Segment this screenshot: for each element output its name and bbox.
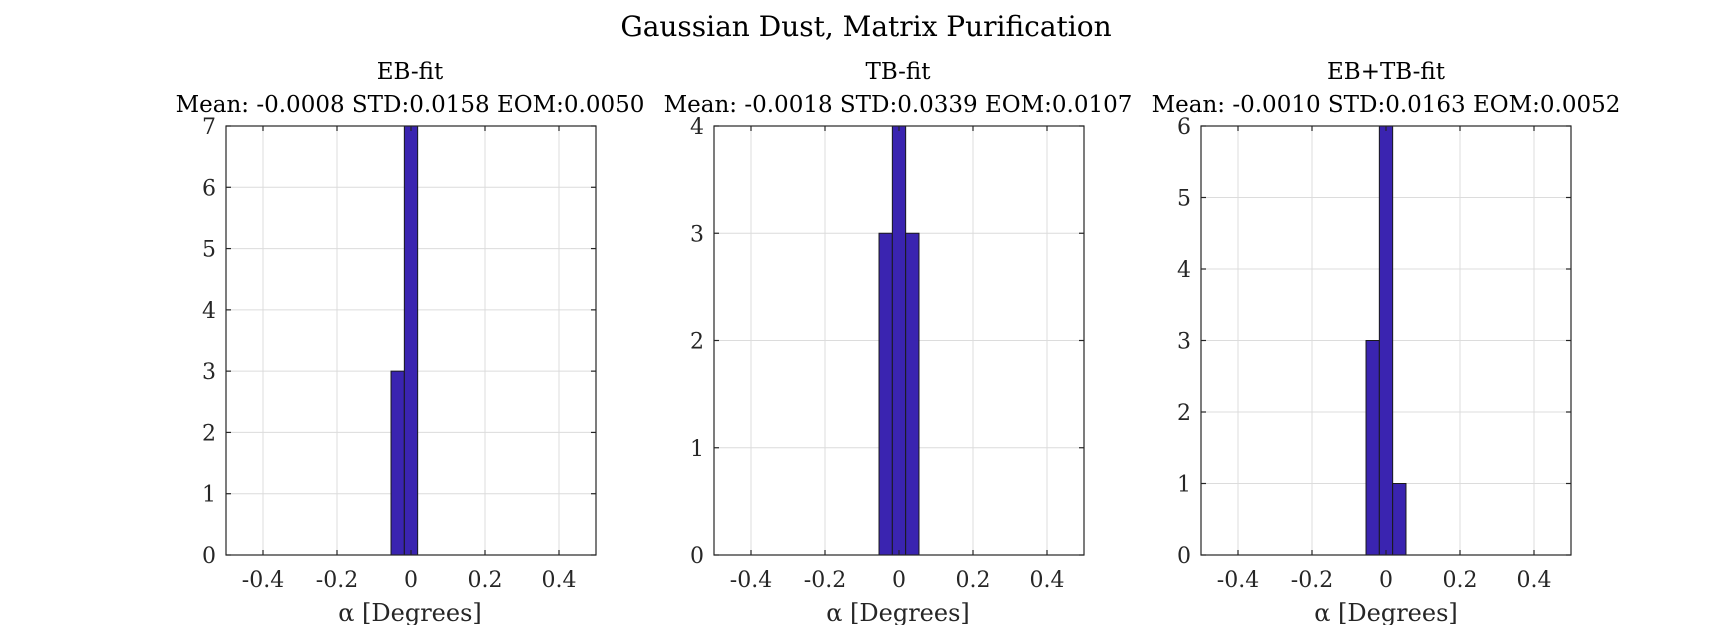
x-tick-label: 0.4 bbox=[1517, 568, 1552, 593]
x-tick-label: -0.2 bbox=[804, 568, 846, 593]
x-axis-label: α [Degrees] bbox=[1314, 599, 1458, 625]
panel-title: EB+TB-fit bbox=[1327, 59, 1446, 85]
panel-stats: Mean: -0.0010 STD:0.0163 EOM:0.0052 bbox=[1152, 92, 1621, 118]
y-tick-label: 6 bbox=[202, 176, 216, 201]
x-tick-label: -0.4 bbox=[1217, 568, 1259, 593]
panel-title: TB-fit bbox=[865, 59, 931, 85]
y-tick-label: 4 bbox=[202, 299, 216, 324]
x-tick-label: -0.4 bbox=[730, 568, 772, 593]
y-tick-label: 0 bbox=[1177, 544, 1191, 569]
histogram-bar bbox=[390, 370, 405, 556]
y-tick-label: 0 bbox=[202, 544, 216, 569]
histogram-bar bbox=[1392, 483, 1407, 556]
y-tick-label: 4 bbox=[1177, 258, 1191, 283]
y-tick-label: 1 bbox=[1177, 473, 1191, 498]
y-tick-label: 6 bbox=[1177, 115, 1191, 140]
histogram-bar bbox=[905, 232, 920, 556]
panel-stats: Mean: -0.0018 STD:0.0339 EOM:0.0107 bbox=[664, 92, 1133, 118]
y-tick-label: 0 bbox=[690, 544, 704, 569]
bars bbox=[878, 125, 920, 556]
y-tick-label: 3 bbox=[1177, 330, 1191, 355]
panel-stats: Mean: -0.0008 STD:0.0158 EOM:0.0050 bbox=[176, 92, 645, 118]
y-tick-label: 2 bbox=[202, 421, 216, 446]
figure-title: Gaussian Dust, Matrix Purification bbox=[620, 10, 1111, 43]
x-tick-label: -0.2 bbox=[316, 568, 358, 593]
histogram-bar bbox=[1365, 340, 1380, 556]
x-tick-label: 0 bbox=[892, 568, 906, 593]
y-tick-label: 3 bbox=[690, 222, 704, 247]
panel-tb-fit: TB-fit Mean: -0.0018 STD:0.0339 EOM:0.01… bbox=[664, 59, 1133, 625]
x-tick-label: 0.2 bbox=[956, 568, 991, 593]
bars bbox=[390, 125, 419, 556]
x-tick-label: -0.2 bbox=[1291, 568, 1333, 593]
histogram-bar bbox=[1378, 125, 1394, 556]
y-tick-label: 4 bbox=[690, 115, 704, 140]
histogram-bar bbox=[891, 125, 907, 556]
panel-title: EB-fit bbox=[377, 59, 444, 85]
y-tick-label: 5 bbox=[202, 238, 216, 263]
x-tick-label: 0.2 bbox=[468, 568, 503, 593]
panel-eb-tb-fit: EB+TB-fit Mean: -0.0010 STD:0.0163 EOM:0… bbox=[1152, 59, 1621, 625]
x-tick-label: 0.4 bbox=[1030, 568, 1065, 593]
panel-eb-fit: EB-fit Mean: -0.0008 STD:0.0158 EOM:0.00… bbox=[176, 59, 645, 625]
x-tick-label: 0 bbox=[404, 568, 418, 593]
y-tick-label: 3 bbox=[202, 360, 216, 385]
x-tick-label: 0.2 bbox=[1443, 568, 1478, 593]
bars bbox=[1365, 125, 1407, 556]
y-tick-label: 7 bbox=[202, 115, 216, 140]
y-tick-label: 5 bbox=[1177, 187, 1191, 212]
histogram-bar bbox=[878, 232, 893, 556]
y-tick-label: 2 bbox=[1177, 401, 1191, 426]
x-tick-label: 0.4 bbox=[542, 568, 577, 593]
y-tick-label: 1 bbox=[690, 437, 704, 462]
x-axis-label: α [Degrees] bbox=[826, 599, 970, 625]
x-tick-label: 0 bbox=[1379, 568, 1393, 593]
x-axis-label: α [Degrees] bbox=[338, 599, 482, 625]
y-tick-label: 1 bbox=[202, 483, 216, 508]
histogram-bar bbox=[403, 125, 419, 556]
x-tick-label: -0.4 bbox=[242, 568, 284, 593]
y-tick-label: 2 bbox=[690, 330, 704, 355]
